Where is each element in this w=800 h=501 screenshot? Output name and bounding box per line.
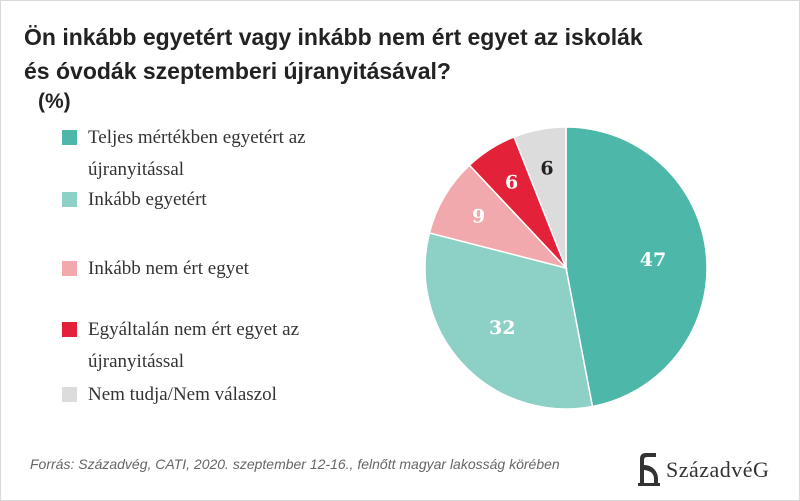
- pie-label-rather-disagree: 9: [472, 205, 485, 227]
- chart-title: Ön inkább egyetért vagy inkább nem ért e…: [24, 24, 643, 84]
- legend-swatch: [62, 130, 77, 145]
- legend-label: Egyáltalán nem ért egyet az újranyitássa…: [88, 319, 300, 372]
- pie-label-fully-disagree: 6: [505, 171, 518, 193]
- logo-text: SzázadvéG: [666, 457, 770, 482]
- szazadveg-logo-icon: [638, 453, 660, 486]
- chart-unit: (%): [38, 90, 71, 113]
- pie-slice-rather-agree: [424, 232, 594, 410]
- pie-slice-no-answer: [513, 126, 567, 269]
- legend-swatch: [62, 322, 77, 337]
- legend-label: Teljes mértékben egyetért az újranyitáss…: [88, 127, 306, 180]
- legend-swatch: [62, 261, 77, 276]
- pie-label-fully-agree: 47: [640, 249, 666, 271]
- pie-label-no-answer: 6: [540, 157, 553, 179]
- legend-label: Nem tudja/Nem válaszol: [88, 384, 277, 405]
- logo: SzázadvéG: [636, 449, 791, 489]
- legend-swatch: [62, 192, 77, 207]
- source-note: Forrás: Századvég, CATI, 2020. szeptembe…: [30, 456, 560, 472]
- legend-label: Inkább egyetért: [88, 189, 207, 210]
- pie-label-rather-agree: 32: [489, 317, 515, 339]
- legend-label: Inkább nem ért egyet: [88, 258, 249, 279]
- pie-slice-fully-agree: [565, 126, 708, 408]
- pie-slice-rather-disagree: [428, 164, 569, 270]
- legend-swatch: [62, 387, 77, 402]
